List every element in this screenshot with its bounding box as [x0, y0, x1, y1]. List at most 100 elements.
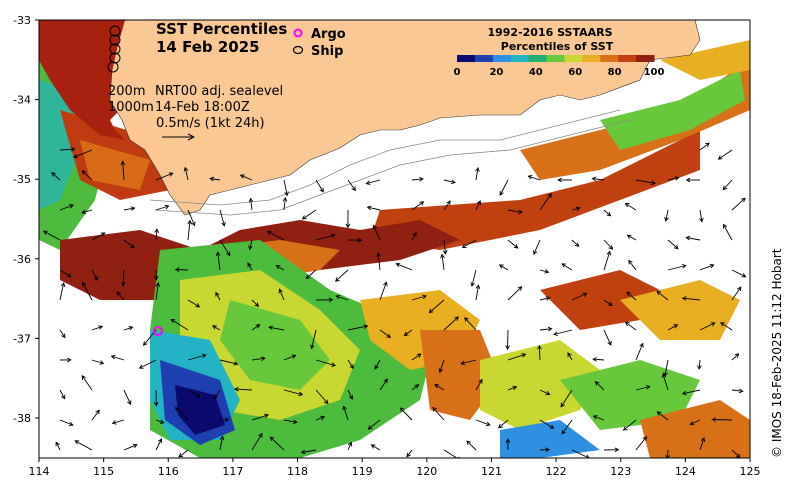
y-tick-label: -36: [13, 253, 31, 266]
current-arrowhead: [174, 267, 180, 272]
current-arrow: [59, 282, 65, 301]
y-tick-label: -34: [13, 94, 31, 107]
current-arrowhead: [517, 286, 523, 291]
current-arrow: [311, 329, 317, 349]
current-arrow: [187, 209, 196, 226]
current-arrowhead: [195, 393, 201, 398]
current-arrow: [667, 324, 678, 331]
current-arrowhead: [560, 402, 565, 408]
current-arrow: [251, 357, 265, 361]
current-arrow: [155, 282, 159, 301]
colorbar-swatch: [528, 55, 548, 62]
current-arrow: [123, 444, 138, 451]
current-arrowhead: [226, 251, 231, 257]
current-arrowhead: [168, 172, 174, 177]
current-arrow: [210, 178, 221, 181]
current-arrow: [366, 179, 381, 185]
current-arrowhead: [432, 406, 437, 412]
x-axis: 114 115 116 117 118 119 120 121 122 123 124 125: [29, 458, 761, 478]
velocity-scale-label: 0.5m/s (1kt 24h): [156, 116, 265, 131]
colorbar-swatches: [457, 55, 655, 62]
current-arrowhead: [159, 419, 165, 424]
current-arrow: [123, 239, 135, 249]
colorbar-swatch: [510, 55, 530, 62]
current-arrow: [122, 161, 125, 181]
current-arrowhead: [320, 415, 326, 421]
current-arrow: [567, 352, 573, 361]
current-arrowhead: [51, 172, 56, 177]
current-arrow: [628, 260, 637, 271]
colorbar-tick-label: 100: [644, 67, 665, 78]
current-arrow: [347, 325, 368, 331]
argo-float-marker: [153, 326, 163, 336]
current-arrow: [187, 299, 200, 308]
current-arrow: [247, 262, 253, 271]
x-tick-label: 124: [675, 465, 696, 478]
current-arrow: [571, 449, 590, 458]
current-arrow: [215, 292, 221, 301]
current-arrowhead: [120, 282, 126, 287]
current-arrowhead: [170, 318, 176, 324]
current-arrowhead: [214, 394, 219, 399]
colorbar: 1992-2016 SSTAARS Percentiles of SST 0 20…: [454, 26, 665, 78]
current-arrowhead: [370, 444, 376, 449]
current-arrow: [82, 282, 93, 301]
current-arrowhead: [673, 244, 679, 250]
current-arrowhead: [681, 264, 687, 269]
current-arrowhead: [545, 447, 551, 452]
current-arrow: [251, 414, 269, 421]
current-arrow: [443, 449, 458, 458]
current-arrowhead: [561, 263, 567, 268]
current-arrowhead: [681, 296, 687, 301]
current-arrow: [279, 289, 285, 301]
current-arrowhead: [82, 281, 87, 287]
current-arrow: [720, 322, 733, 331]
current-arrowhead: [645, 385, 651, 390]
current-arrow: [498, 419, 509, 429]
current-arrowhead: [545, 390, 551, 396]
current-arrow: [539, 449, 550, 451]
x-tick-label: 120: [416, 465, 437, 478]
current-arrow: [603, 239, 613, 250]
current-arrow: [507, 286, 523, 301]
current-arrow: [411, 232, 417, 241]
current-arrowhead: [298, 391, 304, 397]
current-arrow: [439, 359, 445, 373]
current-arrow: [219, 359, 238, 365]
current-arrowhead: [626, 234, 632, 239]
current-arrowhead: [422, 294, 428, 300]
colorbar-tick-label: 20: [489, 67, 503, 78]
current-arrow: [434, 384, 445, 391]
current-arrow: [538, 345, 541, 361]
colorbar-tick-label: 60: [568, 67, 582, 78]
current-arrowhead: [268, 325, 274, 331]
current-arrowhead: [42, 230, 48, 235]
current-arrowhead: [513, 244, 519, 249]
current-arrowhead: [723, 223, 728, 229]
current-arrowhead: [215, 251, 221, 257]
current-arrowhead: [499, 190, 504, 196]
current-arrow: [347, 179, 356, 191]
current-arrowhead: [100, 232, 106, 237]
current-arrow: [283, 419, 297, 423]
x-tick-label: 122: [546, 465, 567, 478]
current-arrow: [561, 419, 573, 435]
colorbar-swatch: [600, 55, 619, 62]
current-arrow: [155, 172, 173, 181]
current-arrowhead: [711, 417, 717, 422]
current-arrow: [475, 419, 491, 426]
current-arrowhead: [233, 386, 239, 392]
current-arrowhead: [74, 440, 80, 445]
current-arrowhead: [305, 274, 311, 280]
current-arrowhead: [215, 291, 220, 297]
current-arrow: [91, 232, 106, 241]
current-arrowhead: [697, 365, 702, 370]
current-arrow: [443, 239, 446, 254]
current-arrow: [411, 353, 422, 361]
current-arrow: [475, 285, 479, 301]
current-arrowhead: [406, 452, 411, 458]
current-arrow: [699, 322, 715, 331]
current-arrowhead: [328, 297, 334, 303]
current-arrow: [276, 265, 285, 271]
current-arrow: [699, 264, 714, 271]
